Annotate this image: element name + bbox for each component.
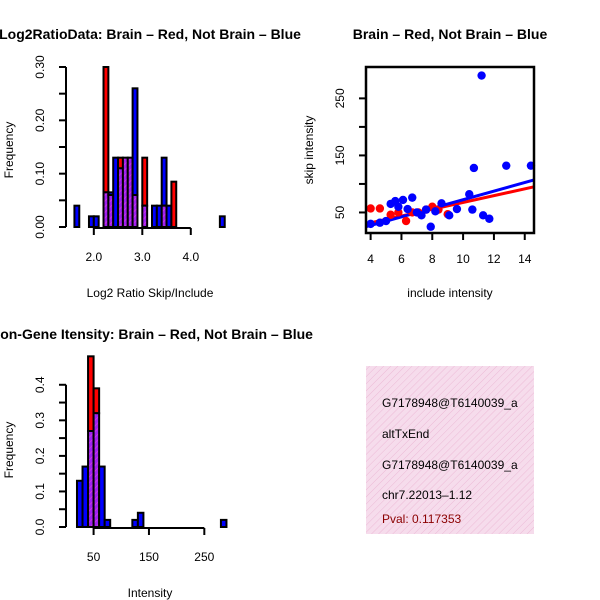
x-tick-label: 8 bbox=[429, 252, 436, 266]
brain-bar bbox=[141, 156, 149, 207]
not-brain-point bbox=[417, 211, 426, 220]
x-tick-label: 3.0 bbox=[134, 250, 151, 264]
x-axis-label: Log2 Ratio Skip/Include bbox=[87, 286, 214, 300]
brain-bar bbox=[92, 387, 101, 415]
chart-title: Brain – Red, Not Brain – Blue bbox=[353, 26, 548, 42]
brain-point bbox=[366, 204, 375, 213]
axes: 4 6 8 10 12 14 50 150 250 bbox=[333, 65, 536, 266]
y-tick-label: 250 bbox=[333, 88, 347, 108]
not-brain-bar bbox=[219, 518, 228, 529]
brain-point bbox=[375, 204, 385, 213]
histogram-bars bbox=[75, 355, 228, 529]
y-tick-label: 0.30 bbox=[33, 55, 47, 79]
not-brain-point bbox=[445, 211, 454, 220]
not-brain-bar bbox=[160, 156, 168, 207]
histogram-bars bbox=[73, 66, 226, 229]
not-brain-point bbox=[485, 214, 494, 223]
not-brain-point bbox=[452, 204, 462, 214]
x-tick-label: 4.0 bbox=[182, 250, 199, 264]
brain-point bbox=[386, 210, 395, 219]
not-brain-bar bbox=[98, 465, 106, 528]
brain-bar bbox=[102, 66, 110, 194]
not-brain-point bbox=[403, 204, 412, 214]
not-brain-point bbox=[421, 205, 431, 214]
brain-bar bbox=[170, 180, 178, 229]
not-brain-point bbox=[477, 71, 486, 80]
not-brain-bar bbox=[73, 204, 81, 229]
not-brain-point bbox=[465, 190, 474, 199]
plot-frame bbox=[364, 65, 536, 235]
x-tick-label: 10 bbox=[456, 252, 470, 266]
scatter-marks bbox=[365, 71, 536, 231]
log2-ratio-histogram: Log2RatioData: Brain – Red, Not Brain – … bbox=[0, 26, 301, 300]
pvalue-text: Pval: 0.117353 bbox=[382, 512, 461, 526]
not-brain-bar bbox=[92, 215, 100, 228]
chart-title: Log2RatioData: Brain – Red, Not Brain – … bbox=[0, 26, 301, 42]
x-tick-label: 150 bbox=[139, 550, 159, 564]
x-tick-label: 4 bbox=[367, 252, 374, 266]
y-tick-label: 0.10 bbox=[33, 162, 47, 186]
x-tick-label: 250 bbox=[194, 550, 214, 564]
event-id-line: G7178948@T6140039_a bbox=[382, 396, 518, 410]
y-tick-label: 0.0 bbox=[33, 518, 47, 535]
axes: 50 150 250 0.0 0.1 0.2 0.3 0.4 bbox=[33, 376, 215, 564]
not-brain-point bbox=[394, 202, 403, 211]
y-tick-label: 0.20 bbox=[33, 108, 47, 132]
y-tick-label: 0.4 bbox=[33, 376, 47, 393]
y-tick-label: 0.3 bbox=[33, 412, 47, 429]
event-type-line: altTxEnd bbox=[382, 427, 429, 441]
brain-point bbox=[401, 216, 411, 226]
event-id-line-2: G7178948@T6140039_a bbox=[382, 458, 518, 472]
chart-title: Exon-Gene Itensity: Brain – Red, Not Bra… bbox=[0, 326, 313, 342]
x-tick-label: 2.0 bbox=[85, 250, 102, 264]
y-tick-label: 0.00 bbox=[33, 215, 47, 239]
not-brain-point bbox=[502, 161, 511, 170]
location-line: chr7.22013–1.12 bbox=[382, 488, 472, 502]
not-brain-bar bbox=[136, 511, 145, 528]
y-axis-label: skip intensity bbox=[302, 116, 316, 185]
not-brain-fit-line bbox=[365, 178, 535, 229]
y-tick-label: 0.1 bbox=[33, 483, 47, 500]
x-tick-label: 6 bbox=[398, 252, 405, 266]
intensity-histogram: Exon-Gene Itensity: Brain – Red, Not Bra… bbox=[0, 326, 313, 600]
not-brain-point bbox=[431, 207, 440, 216]
x-tick-label: 12 bbox=[487, 252, 501, 266]
x-tick-label: 14 bbox=[518, 252, 532, 266]
y-tick-label: 50 bbox=[333, 205, 347, 219]
intensity-scatter-plot: Brain – Red, Not Brain – Blue include in… bbox=[302, 26, 547, 300]
not-brain-point bbox=[381, 216, 391, 226]
y-tick-label: 150 bbox=[333, 145, 347, 165]
not-brain-point bbox=[437, 199, 446, 208]
overlap-bar bbox=[131, 194, 139, 228]
not-brain-point bbox=[468, 205, 477, 214]
y-axis-label: Frequency bbox=[2, 122, 16, 179]
y-axis-label: Frequency bbox=[2, 422, 16, 479]
info-background bbox=[366, 366, 534, 534]
not-brain-point bbox=[398, 195, 408, 205]
y-tick-label: 0.2 bbox=[33, 447, 47, 464]
not-brain-bar bbox=[103, 518, 112, 529]
not-brain-point bbox=[408, 193, 417, 202]
overlap-bar bbox=[141, 204, 149, 229]
x-axis-label: Intensity bbox=[128, 586, 173, 600]
not-brain-bar bbox=[218, 215, 226, 228]
not-brain-point bbox=[426, 222, 435, 231]
event-info-panel: G7178948@T6140039_a altTxEnd G7178948@T6… bbox=[366, 366, 534, 534]
axes: 2.0 3.0 4.0 0.00 0.10 0.20 0.30 bbox=[33, 55, 199, 264]
x-tick-label: 50 bbox=[87, 550, 101, 564]
not-brain-point bbox=[478, 211, 488, 220]
not-brain-point bbox=[366, 219, 375, 229]
x-axis-label: include intensity bbox=[407, 286, 492, 300]
not-brain-point bbox=[469, 163, 479, 173]
not-brain-bar bbox=[131, 87, 139, 196]
